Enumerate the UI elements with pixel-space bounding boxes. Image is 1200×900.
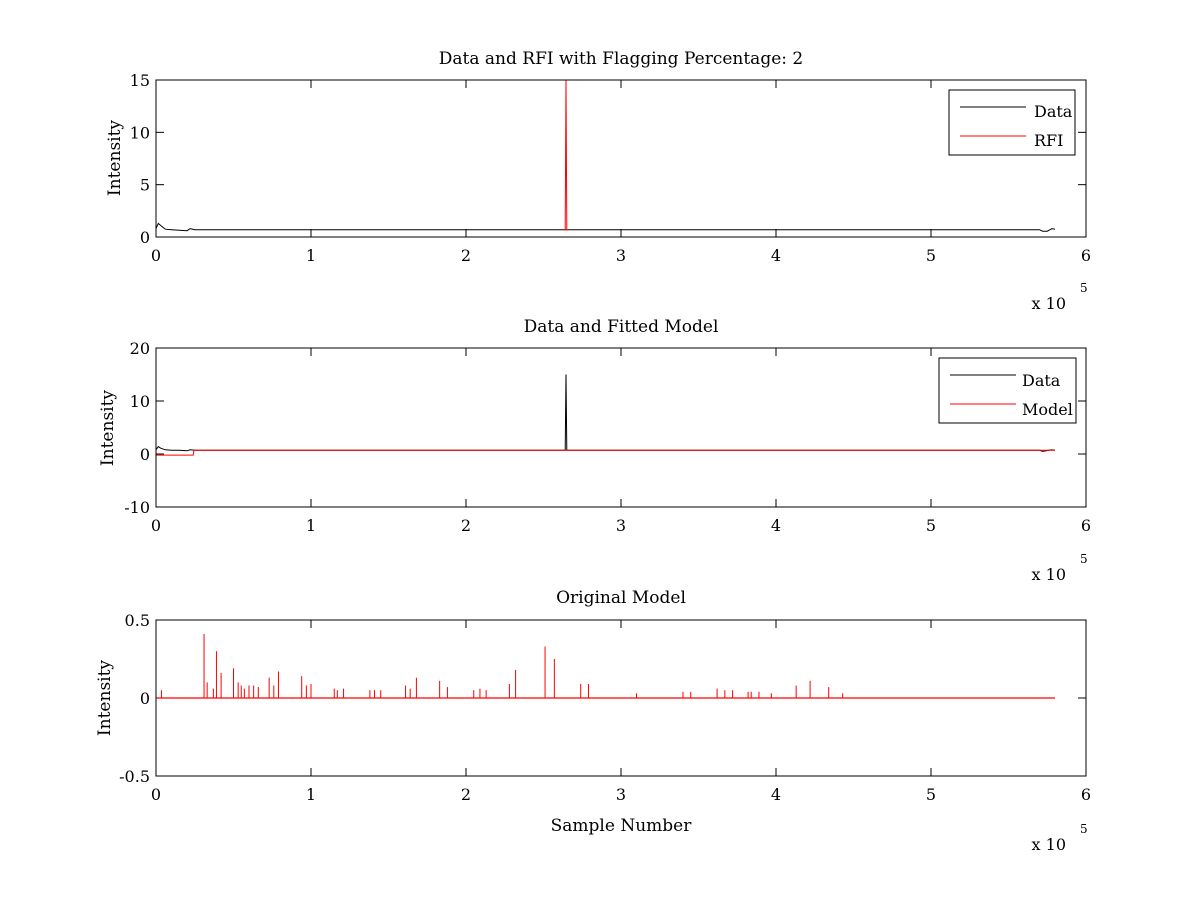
panel-3-ticks: 0 1 2 3 4 5 6-0.500.5 — [119, 611, 1091, 804]
panel-2-xtick-label: 1 — [306, 516, 316, 535]
panel-1-ticks: 0 1 2 3 4 5 6 0 5 10 15 — [130, 71, 1091, 265]
panel-2-xtick-label: 5 — [926, 516, 936, 535]
panel-3-xtick-label: 5 — [926, 785, 936, 804]
panel-3-x-multiplier-exponent: 5 — [1080, 822, 1088, 836]
panel-3: Original Model Intensity 0 1 2 3 4 5 6-0.500.5… — [95, 588, 1091, 854]
panel-2-legend-label-data: Data — [1022, 371, 1061, 390]
panel-3-xtick-label: 0 — [151, 785, 161, 804]
panel-3-ylabel: Intensity — [95, 660, 115, 736]
panel-2-xtick-label: 4 — [771, 516, 781, 535]
panel-2: Data and Fitted Model Intensity 0 1 2 3 4 5 6 -… — [98, 317, 1091, 584]
panel-3-xlabel: Sample Number — [551, 816, 693, 836]
panel-2-ytick-label: -10 — [124, 498, 150, 517]
panel-2-x-multiplier-exponent: 5 — [1080, 552, 1088, 566]
panel-3-xtick-label: 1 — [306, 785, 316, 804]
panel-2-series — [155, 374, 1056, 456]
panel-3-x-multiplier: x 10 — [1032, 835, 1066, 854]
panel-1-title: Data and RFI with Flagging Percentage: 2 — [439, 49, 803, 69]
panel-2-series-model-line — [156, 449, 1055, 456]
panel-2-ytick-label: 0 — [140, 445, 150, 464]
panel-1-ytick-label: 15 — [130, 71, 150, 90]
panel-1-ytick-label: 5 — [140, 176, 150, 195]
panel-1-legend-box — [948, 89, 1076, 156]
panel-1-ylabel: Intensity — [105, 120, 125, 196]
panel-1-xtick-label: 6 — [1081, 246, 1091, 265]
panel-1-xtick-label: 2 — [461, 246, 471, 265]
panel-2-legend: Data Model — [938, 357, 1077, 424]
panel-3-series — [156, 634, 1055, 699]
panel-1-legend: Data RFI — [948, 89, 1076, 156]
panel-3-title: Original Model — [556, 588, 686, 608]
panel-3-xtick-label: 4 — [771, 785, 781, 804]
panel-2-legend-label-model: Model — [1022, 400, 1073, 419]
panel-1: Data and RFI with Flagging Percentage: 2… — [105, 49, 1091, 313]
panel-3-xtick-label: 2 — [461, 785, 471, 804]
panel-2-xtick-label: 3 — [616, 516, 626, 535]
panel-2-xtick-label: 6 — [1081, 516, 1091, 535]
panel-3-ytick-label: 0.5 — [125, 611, 150, 630]
panel-1-x-multiplier-exponent: 5 — [1080, 281, 1088, 295]
panel-1-xtick-label: 5 — [926, 246, 936, 265]
panel-1-ytick-label: 0 — [140, 228, 150, 247]
panel-2-plot-area — [156, 348, 1086, 507]
panel-2-ytick-label: 20 — [130, 339, 150, 358]
panel-1-x-multiplier: x 10 — [1032, 294, 1066, 313]
panel-1-axes-box — [155, 79, 1087, 238]
panel-1-ytick-label: 10 — [130, 123, 150, 142]
panel-1-legend-label-rfi: RFI — [1034, 131, 1063, 150]
panel-1-xtick-label: 4 — [771, 246, 781, 265]
panel-2-ytick-label: 10 — [130, 392, 150, 411]
panel-2-axes-box — [155, 347, 1087, 508]
panel-2-x-multiplier: x 10 — [1032, 565, 1066, 584]
panel-2-title: Data and Fitted Model — [524, 317, 719, 337]
panel-1-legend-label-data: Data — [1034, 102, 1073, 121]
panel-1-series-data-line — [155, 222, 1056, 232]
panel-3-xtick-label: 3 — [616, 785, 626, 804]
panel-2-xtick-label: 2 — [461, 516, 471, 535]
panel-1-plot-area — [156, 80, 1086, 237]
panel-1-xtick-label: 1 — [306, 246, 316, 265]
panel-3-axes-box — [155, 619, 1087, 777]
panel-3-xtick-label: 6 — [1081, 785, 1091, 804]
panel-2-ylabel: Intensity — [98, 390, 118, 466]
panel-1-xtick-label: 3 — [616, 246, 626, 265]
panel-1-xtick-label: 0 — [151, 246, 161, 265]
panel-3-ytick-label: -0.5 — [119, 767, 150, 786]
panel-3-ytick-label: 0 — [140, 689, 150, 708]
panel-2-legend-box — [938, 357, 1077, 424]
panel-2-xtick-label: 0 — [151, 516, 161, 535]
